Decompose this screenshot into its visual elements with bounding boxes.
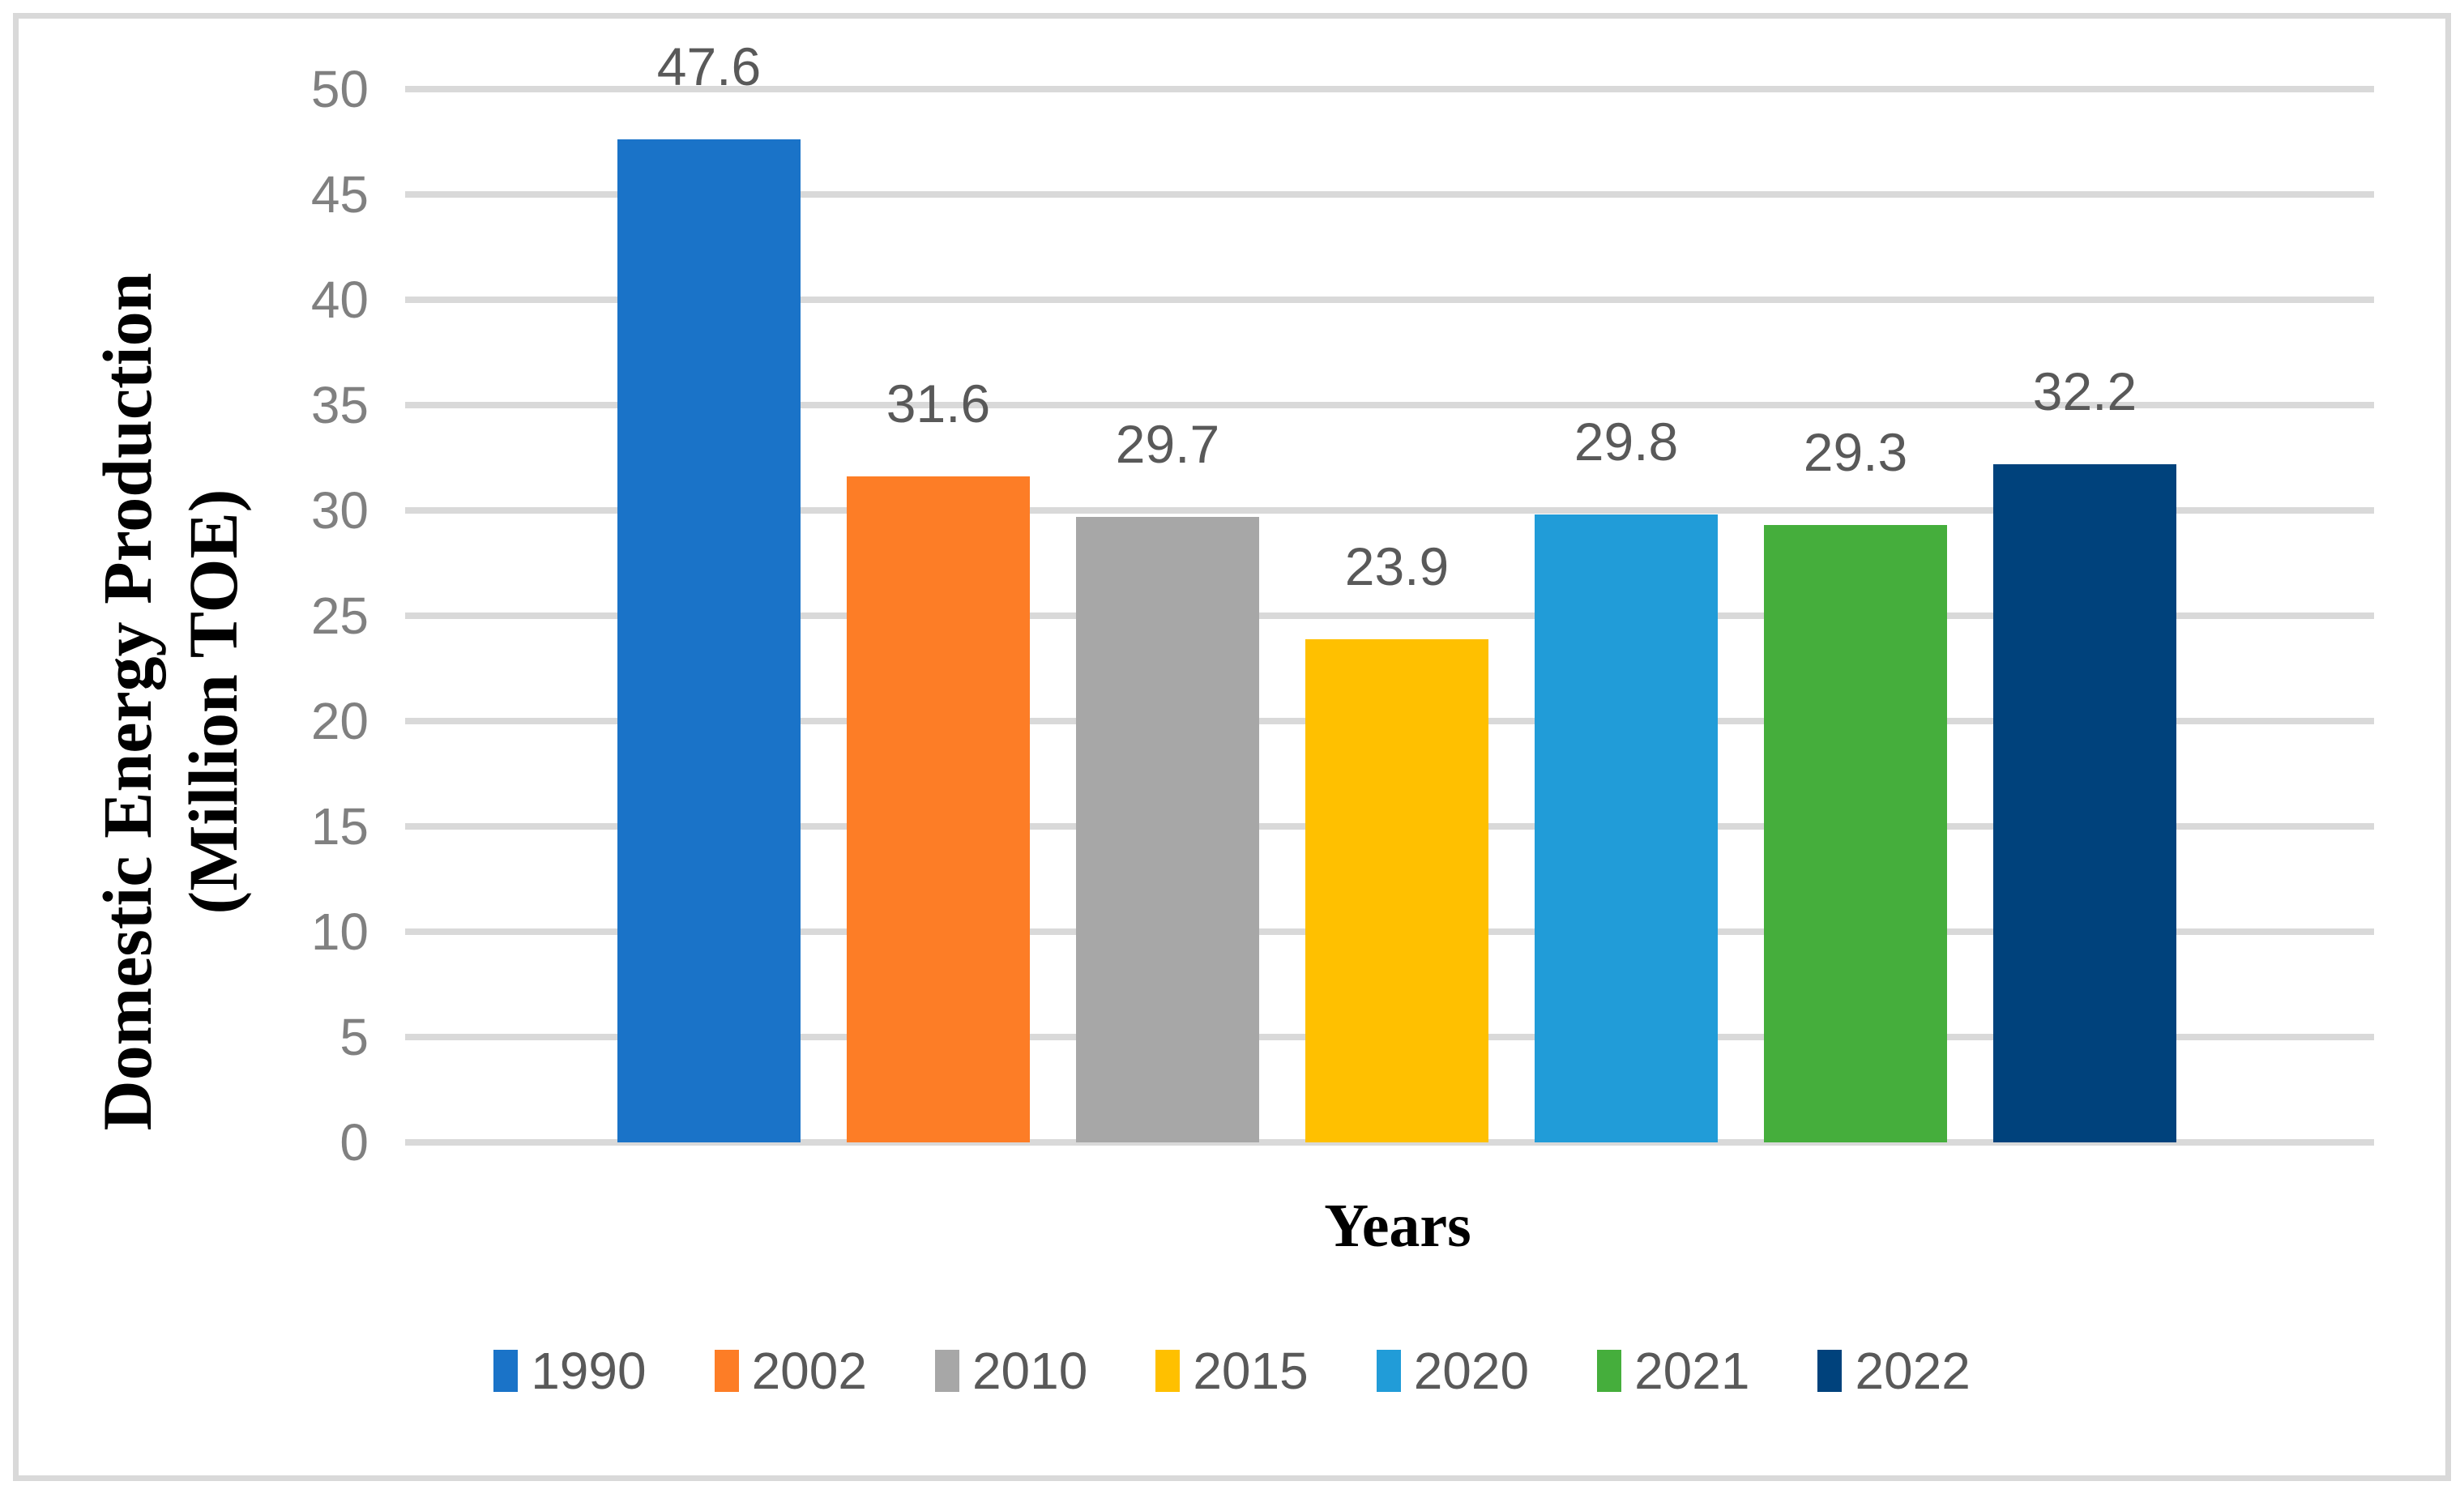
- legend-item-2022: 2022: [1817, 1341, 1971, 1401]
- data-label-2015: 23.9: [1344, 536, 1450, 596]
- x-axis-title: Years: [1324, 1192, 1471, 1260]
- gridline-0: [421, 1139, 2374, 1146]
- legend-item-2015: 2015: [1155, 1341, 1309, 1401]
- data-label-2020: 29.8: [1574, 412, 1679, 472]
- legend-label-2015: 2015: [1193, 1342, 1309, 1400]
- legend-item-2002: 2002: [714, 1341, 867, 1401]
- y-tick-15: [405, 823, 431, 830]
- y-tick-40: [405, 297, 431, 303]
- gridline-50: [421, 86, 2374, 92]
- y-tick-label-50: 50: [310, 60, 369, 118]
- y-tick-5: [405, 1034, 431, 1040]
- y-tick-20: [405, 718, 431, 724]
- legend-label-1990: 1990: [531, 1342, 647, 1400]
- data-label-2010: 29.7: [1115, 413, 1220, 474]
- legend-swatch-2021: [1597, 1350, 1622, 1392]
- y-tick-label-20: 20: [310, 692, 369, 750]
- data-label-2002: 31.6: [886, 374, 991, 434]
- bar-2022: [1993, 463, 2176, 1142]
- bar-2002: [847, 476, 1030, 1142]
- legend-label-2010: 2010: [972, 1342, 1088, 1400]
- y-axis-title-line1: Domestic Energy Production: [88, 272, 166, 1131]
- y-tick-45: [405, 191, 431, 198]
- y-tick-label-15: 15: [310, 797, 369, 856]
- legend-swatch-2015: [1155, 1350, 1181, 1392]
- y-tick-label-30: 30: [310, 481, 369, 540]
- y-tick-label-10: 10: [310, 903, 369, 961]
- legend-swatch-2020: [1376, 1350, 1401, 1392]
- y-tick-25: [405, 613, 431, 619]
- legend-item-2021: 2021: [1597, 1341, 1749, 1401]
- legend-item-2010: 2010: [934, 1341, 1088, 1401]
- legend-label-2020: 2020: [1413, 1342, 1530, 1400]
- gridline-25: [421, 613, 2374, 619]
- gridline-45: [421, 191, 2374, 198]
- y-tick-label-35: 35: [310, 376, 369, 434]
- y-tick-50: [405, 86, 431, 92]
- y-tick-35: [405, 402, 431, 408]
- gridline-35: [421, 402, 2374, 408]
- legend-item-1990: 1990: [493, 1341, 647, 1401]
- legend-swatch-2022: [1817, 1350, 1843, 1392]
- gridline-30: [421, 507, 2374, 514]
- legend-swatch-1990: [493, 1350, 519, 1392]
- legend-item-2020: 2020: [1376, 1341, 1530, 1401]
- y-tick-label-0: 0: [339, 1113, 369, 1172]
- data-label-1990: 47.6: [656, 36, 762, 97]
- chart-border: [13, 13, 2451, 1481]
- y-tick-label-5: 5: [339, 1008, 369, 1066]
- y-tick-10: [405, 928, 431, 935]
- y-axis-title: Domestic Energy Production (Million TOE): [84, 94, 256, 1309]
- legend-swatch-2002: [714, 1350, 739, 1392]
- data-label-2022: 32.2: [2032, 361, 2137, 421]
- y-axis-title-line2: (Million TOE): [174, 489, 252, 915]
- legend: 1990 2002 2010 2015 2020 2021 2022: [0, 1338, 2464, 1403]
- y-tick-label-40: 40: [310, 271, 369, 329]
- y-tick-label-25: 25: [310, 587, 369, 645]
- bar-2010: [1076, 516, 1259, 1142]
- y-tick-30: [405, 507, 431, 514]
- data-label-2021: 29.3: [1803, 422, 1908, 483]
- y-tick-0: [405, 1139, 431, 1146]
- legend-label-2022: 2022: [1855, 1342, 1971, 1400]
- y-tick-label-45: 45: [310, 165, 369, 224]
- legend-label-2021: 2021: [1634, 1342, 1750, 1400]
- legend-label-2002: 2002: [751, 1342, 867, 1400]
- bar-2015: [1305, 638, 1488, 1142]
- bar-1990: [617, 139, 801, 1142]
- bar-2021: [1764, 525, 1947, 1142]
- gridline-40: [421, 297, 2374, 303]
- bar-2020: [1535, 514, 1718, 1142]
- legend-swatch-2010: [934, 1350, 959, 1392]
